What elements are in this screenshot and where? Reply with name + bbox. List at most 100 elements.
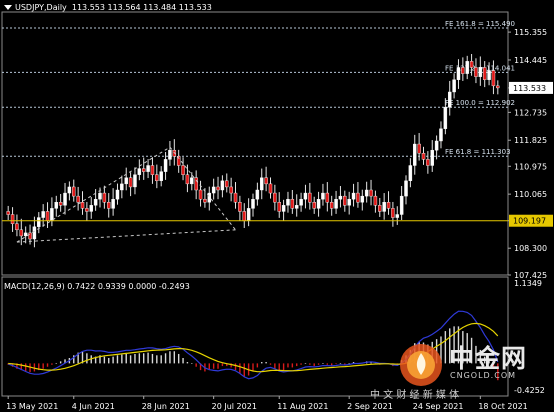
coin-flame-logo-icon [400, 344, 442, 386]
candle-body [168, 149, 172, 160]
macd-histogram-bar [265, 362, 267, 364]
candle-body [159, 171, 163, 182]
candle-body [404, 180, 408, 197]
macd-histogram-bar [24, 363, 27, 372]
candle-body [312, 202, 316, 209]
macd-histogram-bar [291, 363, 294, 368]
candle-body [417, 143, 421, 154]
candle-body [395, 214, 399, 218]
candle-body [329, 202, 334, 209]
candle-body [85, 208, 89, 212]
candle-body [334, 198, 338, 209]
brand-en: CNGOLD.COM [450, 371, 517, 380]
support-label: 109.197 [513, 217, 546, 226]
macd-histogram-bar [108, 357, 110, 364]
macd-histogram-bar [483, 356, 486, 364]
candle-body [72, 186, 76, 197]
candle-body [246, 208, 251, 221]
candle-body [443, 107, 448, 129]
symbol-label: USDJPY,Daily [15, 3, 67, 12]
candle-body [98, 192, 102, 200]
candle-body [150, 165, 155, 175]
macd-histogram-bar [457, 326, 460, 364]
fib-level-label: FE 61.8 = 111.303 [445, 148, 511, 156]
macd-label: MACD(12,26,9) 0.7422 0.9339 0.0000 -0.24… [4, 282, 190, 291]
macd-histogram-bar [156, 355, 158, 364]
candle-body [176, 156, 181, 166]
candle-body [487, 70, 491, 80]
macd-histogram-bar [326, 363, 329, 365]
macd-histogram-bar [77, 352, 79, 364]
candle-body [255, 189, 260, 200]
macd-histogram-bar [134, 353, 136, 364]
candle-body [181, 165, 185, 175]
macd-histogram-bar [86, 353, 88, 364]
candle-body [124, 177, 128, 185]
candle-body [93, 198, 98, 206]
candle-body [434, 140, 439, 151]
macd-histogram-bar [453, 326, 455, 364]
macd-histogram-bar [182, 357, 184, 364]
candle-body [461, 67, 465, 74]
candle-body [316, 198, 321, 209]
macd-histogram-bar [81, 351, 84, 364]
candle-body [303, 192, 308, 200]
x-tick-label: 11 Aug 2021 [277, 402, 328, 411]
macd-histogram-bar [46, 363, 49, 367]
candle-body [238, 202, 242, 212]
macd-histogram-bar [99, 355, 101, 364]
macd-histogram-bar [199, 363, 202, 371]
macd-histogram-bar [444, 331, 447, 364]
candle-body [233, 192, 238, 203]
macd-histogram-bar [42, 363, 44, 369]
triangle-down-icon[interactable] [4, 5, 12, 10]
macd-histogram-bar [239, 363, 241, 374]
macd-histogram-bar [73, 355, 75, 364]
macd-histogram-bar [16, 363, 18, 369]
price-frame [1, 11, 509, 276]
candle-body [19, 229, 24, 237]
candle-body [299, 198, 303, 206]
macd-histogram-bar [370, 362, 372, 364]
macd-histogram-bar [59, 361, 62, 364]
candle-body [364, 189, 369, 197]
candle-body [242, 211, 246, 221]
candle-body [338, 195, 343, 200]
candle-body [137, 168, 142, 175]
candle-body [452, 79, 456, 93]
candle-body [28, 232, 32, 240]
candle-body [273, 192, 277, 203]
macd-histogram-bar [462, 331, 464, 364]
candle-body [32, 226, 37, 240]
candle-body [251, 198, 255, 209]
macd-histogram-bar [352, 362, 355, 364]
macd-histogram-bar [234, 363, 237, 371]
candle-body [211, 186, 216, 194]
macd-histogram-bar [125, 353, 127, 364]
candle-body [482, 67, 487, 80]
y-tick-label: 115.355 [514, 28, 547, 37]
candle-body [220, 180, 225, 191]
candle-body [382, 202, 386, 212]
macd-histogram-bar [466, 333, 468, 364]
candle-body [465, 61, 469, 74]
candle-body [469, 61, 474, 68]
macd-histogram-bar [160, 355, 162, 364]
candle-body [163, 159, 168, 172]
candle-body [185, 174, 190, 185]
candle-body [478, 67, 483, 77]
macd-histogram-bar [143, 353, 145, 364]
chart-header: USDJPY,Daily 113.553 113.564 113.484 113… [4, 3, 212, 12]
x-tick-label: 4 Jun 2021 [72, 402, 115, 411]
zigzag-line [169, 146, 236, 231]
candle-body [128, 177, 133, 188]
macd-histogram-bar [317, 363, 320, 365]
candle-body [190, 177, 194, 185]
candle-body [194, 177, 198, 191]
x-tick-label: 20 Jul 2021 [212, 402, 257, 411]
candle-body [141, 168, 146, 172]
candle-body [107, 202, 111, 209]
macd-histogram-bar [112, 356, 114, 364]
